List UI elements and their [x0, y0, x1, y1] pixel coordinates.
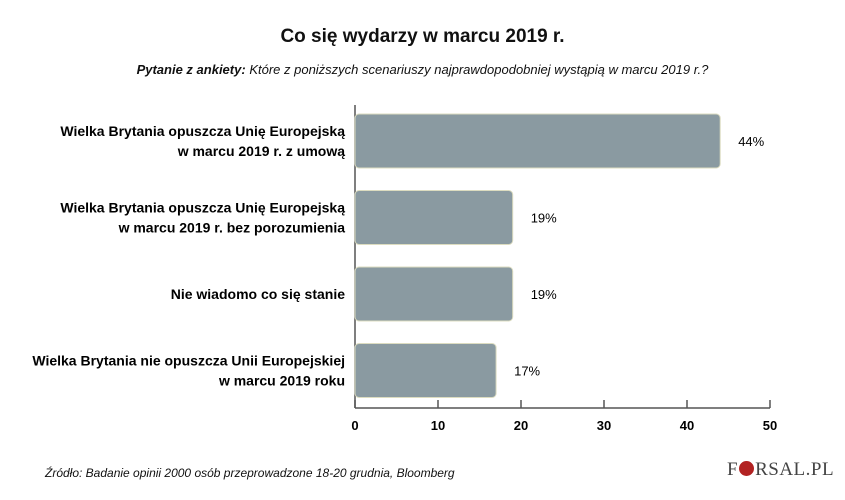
x-tick-label: 20: [514, 418, 528, 433]
chart-subtitle: Pytanie z ankiety: Które z poniższych sc…: [0, 62, 845, 77]
data-label: 19%: [531, 211, 557, 226]
category-label: Wielka Brytania opuszcza Unię Europejską…: [60, 123, 345, 159]
bar: [354, 113, 721, 169]
category-label: Nie wiadomo co się stanie: [171, 286, 345, 302]
forsal-logo: F RSAL.PL: [727, 459, 835, 480]
x-tick-label: 10: [431, 418, 445, 433]
chart-title: Co się wydarzy w marcu 2019 r.: [280, 26, 565, 47]
bar: [354, 190, 514, 245]
data-label: 19%: [531, 287, 557, 302]
x-tick-label: 40: [680, 418, 694, 433]
subtitle-label: Pytanie z ankiety:: [136, 62, 246, 77]
logo-o-icon: [739, 461, 755, 476]
subtitle-text: Które z poniższych scenariuszy najprawdo…: [249, 62, 709, 77]
bar: [354, 266, 514, 322]
data-label: 17%: [514, 364, 540, 379]
x-tick-label: 30: [597, 418, 611, 433]
x-tick-label: 0: [351, 418, 358, 433]
x-tick-label: 50: [763, 418, 777, 433]
data-label: 44%: [738, 134, 764, 149]
category-label: Wielka Brytania opuszcza Unię Europejską…: [60, 200, 345, 236]
bar: [354, 343, 497, 398]
source-note: Źródło: Badanie opinii 2000 osób przepro…: [45, 466, 455, 480]
category-label: Wielka Brytania nie opuszcza Unii Europe…: [32, 353, 345, 389]
